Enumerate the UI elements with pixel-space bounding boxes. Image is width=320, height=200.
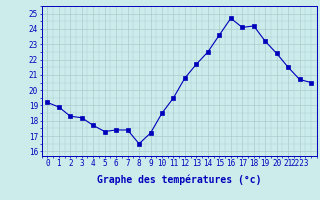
X-axis label: Graphe des températures (°c): Graphe des températures (°c) [97, 174, 261, 185]
